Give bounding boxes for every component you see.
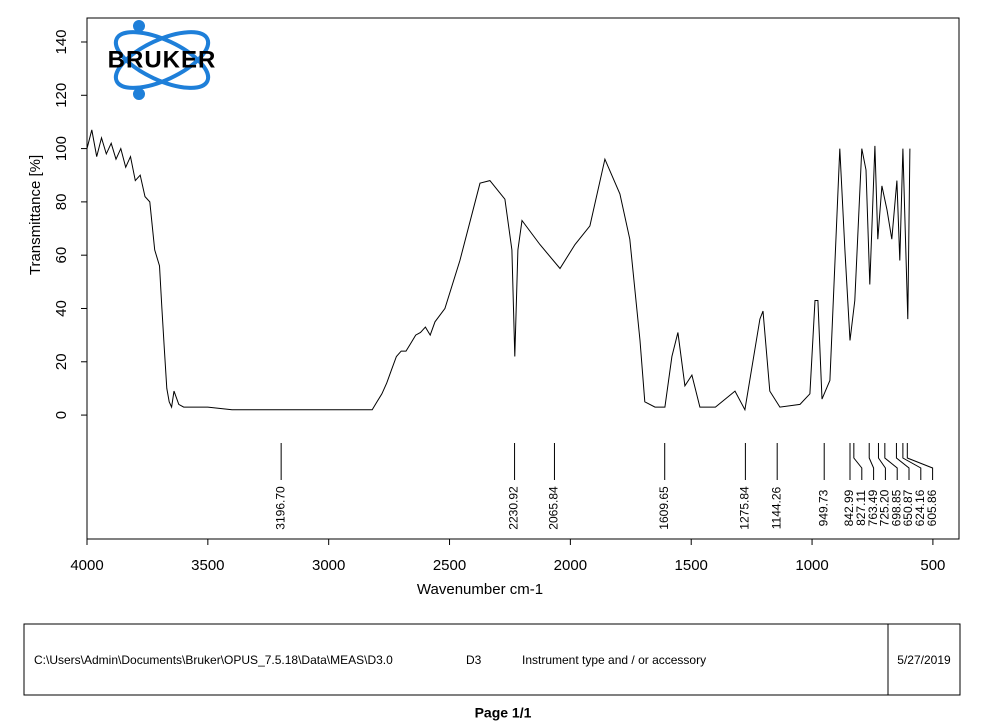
peak-label: 1609.65	[657, 486, 671, 530]
peak-marker	[877, 443, 886, 480]
x-tick-label: 3500	[191, 557, 224, 574]
peak-label: 650.87	[901, 489, 915, 526]
peak-marker	[868, 443, 875, 480]
footer-box	[23, 623, 961, 696]
footer-instrument: Instrument type and / or accessory	[522, 653, 706, 667]
peak-label: 1144.26	[769, 486, 783, 529]
logo	[113, 20, 211, 100]
y-axis-title: Transmittance [%]	[27, 155, 44, 275]
y-tick-label: 40	[53, 300, 70, 317]
plot-frame	[86, 17, 960, 540]
footer-path: C:\Users\Admin\Documents\Bruker\OPUS_7.5…	[34, 653, 393, 667]
y-tick-label: 140	[53, 29, 70, 54]
peak-label: 949.73	[816, 489, 830, 526]
peak-label: 842.99	[842, 489, 856, 526]
x-tick-label: 1000	[795, 557, 828, 574]
peak-marker	[853, 443, 863, 480]
peak-label: 605.86	[925, 489, 939, 526]
footer-sample: D3	[466, 653, 482, 667]
page-number: Page 1/1	[475, 705, 532, 721]
y-tick-label: 100	[53, 136, 70, 161]
x-tick-label: 4000	[70, 557, 103, 574]
y-tick-label: 60	[53, 247, 70, 264]
peak-label: 3196.70	[273, 486, 287, 530]
x-tick-label: 2000	[554, 557, 587, 574]
peak-label: 624.16	[913, 489, 927, 526]
peak-label: 763.49	[866, 489, 880, 526]
peak-label: 827.11	[854, 490, 868, 526]
peak-label: 698.85	[889, 489, 903, 526]
peak-marker	[902, 443, 922, 480]
y-tick-label: 0	[53, 411, 70, 419]
x-tick-label: 500	[920, 557, 945, 574]
peak-marker	[906, 443, 934, 480]
logo-text: BRUKER	[108, 46, 217, 73]
x-tick-label: 1500	[675, 557, 708, 574]
peak-label: 2065.84	[547, 486, 561, 530]
spectrum-line	[86, 129, 911, 412]
x-axis-title: Wavenumber cm-1	[417, 581, 543, 598]
peak-label: 1275.84	[738, 486, 752, 530]
peak-label: 725.20	[878, 489, 892, 526]
y-tick-label: 120	[53, 83, 70, 108]
peak-label: 2230.92	[507, 486, 521, 530]
footer-date: 5/27/2019	[897, 653, 951, 667]
y-tick-label: 80	[53, 194, 70, 211]
x-tick-label: 3000	[312, 557, 345, 574]
peak-marker	[884, 443, 898, 480]
peak-marker	[895, 443, 910, 480]
y-tick-label: 20	[53, 353, 70, 370]
x-tick-label: 2500	[433, 557, 466, 574]
